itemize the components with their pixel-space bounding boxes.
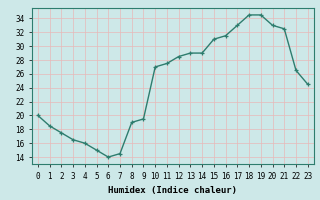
- X-axis label: Humidex (Indice chaleur): Humidex (Indice chaleur): [108, 186, 237, 195]
